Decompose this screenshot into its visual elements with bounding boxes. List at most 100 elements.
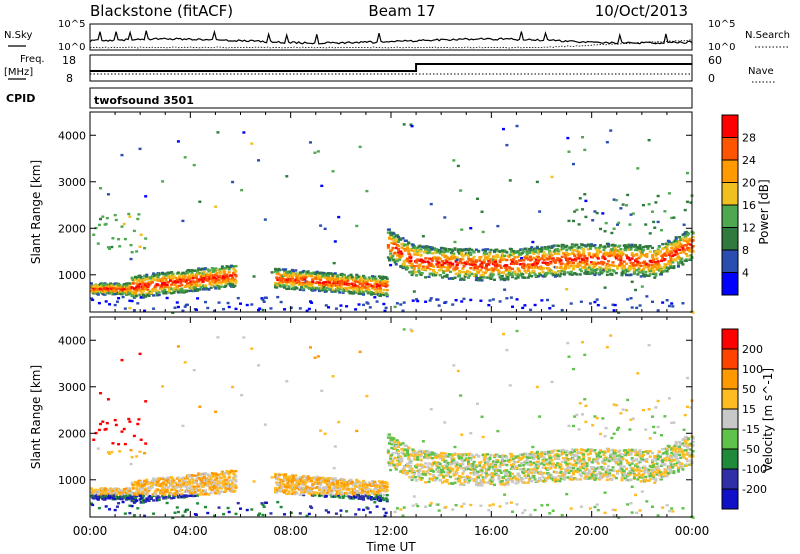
power-echo-cell [410, 264, 414, 267]
power-echo-cell [280, 279, 284, 282]
power-echo-cell [397, 248, 401, 251]
velocity-echo-cell [201, 489, 205, 492]
velocity-echo-cell [123, 495, 127, 498]
velocity-echo-cell [382, 493, 386, 497]
power-echo-cell [576, 265, 580, 268]
power-echo-cell [184, 280, 188, 283]
power-echo-cell [600, 260, 604, 264]
velocity-echo-cell [120, 358, 124, 362]
power-echo-cell [511, 267, 515, 271]
velocity-echo-cell [101, 490, 105, 494]
velocity-echo-cell [242, 336, 246, 339]
velocity-echo-cell [387, 461, 391, 465]
power-echo-cell [215, 283, 219, 287]
power-echo-cell [494, 259, 498, 262]
power-echo-cell [141, 288, 145, 292]
velocity-echo-cell [375, 490, 379, 494]
velocity-echo-cell [359, 493, 363, 496]
velocity-echo-cell [227, 473, 231, 476]
power-echo-cell [534, 274, 538, 278]
velocity-echo-cell [220, 485, 224, 488]
velocity-echo-cell [184, 485, 188, 488]
velocity-echo-cell [363, 490, 367, 493]
power-echo-cell [578, 197, 582, 200]
power-echo-cell [503, 254, 507, 258]
velocity-echo-cell [101, 420, 105, 423]
velocity-echo-cell [153, 483, 157, 487]
power-echo-cell [289, 279, 293, 283]
velocity-echo-cell [376, 484, 380, 488]
velocity-echo-cell [333, 479, 337, 483]
power-echo-cell [535, 250, 539, 254]
velocity-echo-cell [342, 493, 346, 496]
power-echo-cell [415, 274, 419, 277]
power-echo-cell [477, 265, 481, 268]
power-echo-cell [170, 283, 174, 286]
power-echo-cell [218, 268, 222, 271]
power-echo-cell [424, 257, 428, 260]
power-echo-cell [526, 258, 530, 261]
velocity-echo-cell [176, 345, 180, 348]
power-echo-cell [200, 278, 204, 282]
power-echo-cell [354, 308, 358, 311]
power-echo-cell [279, 300, 283, 304]
velocity-echo-cell [183, 480, 187, 484]
power-echo-cell [496, 255, 500, 259]
power-echo-cell [211, 274, 215, 277]
power-echo-cell [685, 254, 689, 258]
power-echo-cell [485, 267, 489, 270]
power-echo-cell [534, 258, 538, 261]
power-echo-cell [426, 245, 430, 248]
power-echo-cell [227, 305, 231, 309]
velocity-echo-cell [128, 504, 132, 507]
power-echo-cell [464, 252, 468, 255]
power-echo-cell [111, 237, 115, 240]
power-echo-cell [629, 273, 633, 277]
power-echo-cell [630, 244, 634, 248]
velocity-echo-cell [250, 508, 254, 511]
power-echo-cell [581, 208, 585, 211]
power-echo-cell [485, 252, 489, 255]
power-echo-cell [223, 280, 227, 283]
power-echo-cell [652, 220, 656, 224]
power-echo-cell [522, 263, 526, 266]
power-echo-cell [469, 253, 473, 257]
power-echo-cell [297, 280, 301, 284]
velocity-echo-cell [216, 487, 220, 490]
velocity-echo-cell [144, 500, 148, 503]
power-echo-cell [103, 290, 107, 293]
power-echo-cell [530, 258, 534, 261]
power-echo-cell [618, 251, 622, 255]
power-echo-cell [378, 289, 382, 293]
power-echo-cell [229, 264, 233, 268]
power-echo-cell [324, 304, 328, 307]
power-echo-cell [501, 271, 505, 274]
velocity-echo-cell [185, 477, 189, 480]
power-echo-cell [611, 243, 615, 247]
power-echo-cell [395, 259, 399, 263]
velocity-echo-cell [163, 486, 167, 490]
freq-panel-frame [89, 54, 693, 82]
velocity-echo-cell [183, 510, 187, 513]
power-echo-cell [542, 251, 546, 254]
power-echo-cell [684, 237, 688, 240]
power-echo-cell [310, 275, 314, 278]
power-echo-cell [652, 259, 656, 262]
power-echo-cell [157, 291, 161, 294]
velocity-echo-cell [97, 428, 101, 432]
velocity-echo-cell [109, 487, 113, 490]
power-echo-cell [577, 257, 581, 260]
velocity-echo-cell [290, 489, 294, 492]
velocity-echo-cell [384, 487, 388, 491]
power-echo-cell [656, 309, 660, 312]
power-echo-cell [394, 263, 398, 266]
power-echo-cell [521, 306, 525, 310]
power-echo-cell [419, 273, 423, 277]
power-echo-cell [591, 256, 595, 259]
power-echo-cell [310, 301, 314, 304]
power-echo-cell [662, 253, 666, 257]
power-echo-cell [636, 260, 640, 263]
velocity-echo-cell [264, 501, 268, 505]
power-echo-cell [430, 248, 434, 251]
power-echo-cell [178, 276, 182, 280]
